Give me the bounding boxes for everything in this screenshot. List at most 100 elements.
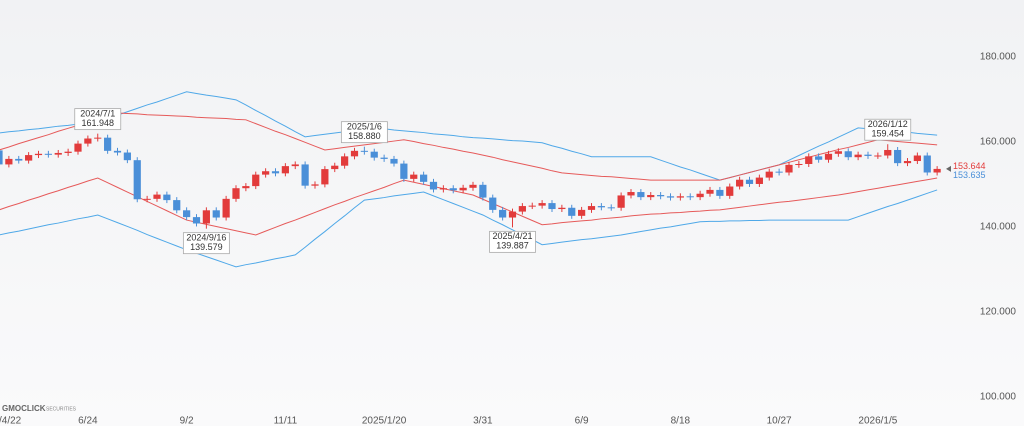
candle-body xyxy=(785,164,793,173)
candle-body xyxy=(736,179,744,187)
candle-body xyxy=(212,210,220,218)
candle-body xyxy=(380,157,388,159)
candle-body xyxy=(824,153,833,160)
candle-body xyxy=(5,158,13,165)
annotations: 2024/7/1161.9482024/9/16139.5792025/1/61… xyxy=(74,108,986,255)
y-tick-label: 100.000 xyxy=(980,391,1017,402)
candle-body xyxy=(281,166,289,174)
candle-body xyxy=(706,189,714,194)
annotation-box xyxy=(489,230,536,253)
x-tick-label: 2024/4/22 xyxy=(0,416,22,426)
candle-body xyxy=(923,155,931,173)
candle-body xyxy=(666,196,675,198)
candle-body xyxy=(429,181,438,190)
annotation-value: 161.948 xyxy=(81,118,114,128)
indicator-line xyxy=(0,112,938,181)
candle-body xyxy=(420,174,428,182)
candle-body xyxy=(528,205,536,207)
candle-body xyxy=(400,163,408,179)
candle-body xyxy=(775,171,783,173)
candle-body xyxy=(578,209,586,216)
candle-body xyxy=(637,192,645,198)
annotation-value: 139.579 xyxy=(190,242,223,252)
x-tick-label: 11/11 xyxy=(274,416,298,426)
candle-body xyxy=(153,194,161,199)
x-tick-label: 3/31 xyxy=(473,416,493,426)
indicator-lines xyxy=(0,91,938,268)
candle-body xyxy=(597,206,605,208)
indicator-line xyxy=(0,189,938,268)
candle-body xyxy=(489,197,497,210)
candle-body xyxy=(894,149,902,164)
candle-body xyxy=(568,207,576,216)
candle-body xyxy=(222,198,230,218)
brand: GMOCLICK xyxy=(2,404,46,413)
candle-body xyxy=(370,151,378,158)
candle-body xyxy=(252,174,260,187)
x-tick-label: 6/24 xyxy=(78,416,98,426)
candle-body xyxy=(133,160,141,200)
candle-body xyxy=(74,143,82,152)
candle-body xyxy=(232,188,240,199)
candle-body xyxy=(192,217,201,224)
candle-body xyxy=(301,164,309,186)
annotation-value: 159.454 xyxy=(871,129,904,139)
candle-body xyxy=(113,150,122,153)
candle-body xyxy=(676,196,684,198)
candle-body xyxy=(726,186,734,196)
annotation-box xyxy=(864,118,912,141)
candle-body xyxy=(0,150,3,165)
candle-body xyxy=(627,192,635,196)
x-tick-label: 9/2 xyxy=(180,416,194,426)
candle-body xyxy=(104,137,112,151)
annotation-box xyxy=(74,108,122,131)
candle-body xyxy=(479,184,487,198)
candle-body xyxy=(686,196,694,198)
candle-body xyxy=(173,200,181,211)
candle-body xyxy=(410,174,418,179)
candle-body xyxy=(716,189,724,196)
price-tag: 153.635 xyxy=(953,170,986,180)
x-tick-label: 2026/1/5 xyxy=(858,416,897,426)
candle-body xyxy=(913,155,921,162)
candle-body xyxy=(854,154,862,158)
candle-body xyxy=(607,207,615,209)
x-tick-label: 8/18 xyxy=(671,416,691,426)
candle-body xyxy=(469,184,477,188)
candle-body xyxy=(84,138,92,144)
candle-body xyxy=(64,151,72,153)
y-tick-label: 120.000 xyxy=(980,306,1017,317)
candle-body xyxy=(143,198,151,200)
candle-body xyxy=(54,152,62,155)
candle-body xyxy=(548,203,556,210)
x-tick-label: 2025/1/20 xyxy=(362,416,407,426)
candle-body xyxy=(696,193,704,198)
candle-body xyxy=(311,184,319,186)
candle-body xyxy=(933,168,941,173)
annotation-date: 2024/7/1 xyxy=(80,109,115,119)
candle-body xyxy=(183,210,191,218)
candle-body xyxy=(499,209,507,218)
candle-body xyxy=(331,165,339,170)
candle-body xyxy=(538,203,546,206)
candle-body xyxy=(271,171,280,174)
candle-body xyxy=(163,194,171,201)
candle-body xyxy=(25,155,33,161)
candle-body xyxy=(657,195,665,197)
candle-body xyxy=(884,149,892,156)
candle-body xyxy=(94,137,102,139)
candle-body xyxy=(321,169,329,185)
candle-body xyxy=(34,153,43,156)
candle-body xyxy=(617,195,625,208)
price-pointer xyxy=(946,165,951,172)
candle-body xyxy=(262,171,270,175)
candle-body xyxy=(844,151,852,158)
candle-body xyxy=(15,158,23,161)
brand-sub: SECURITIES xyxy=(46,406,77,412)
candle-body xyxy=(903,161,912,164)
candle-body xyxy=(123,152,131,161)
candle-body xyxy=(350,150,359,157)
annotation-value: 158.880 xyxy=(348,131,381,141)
